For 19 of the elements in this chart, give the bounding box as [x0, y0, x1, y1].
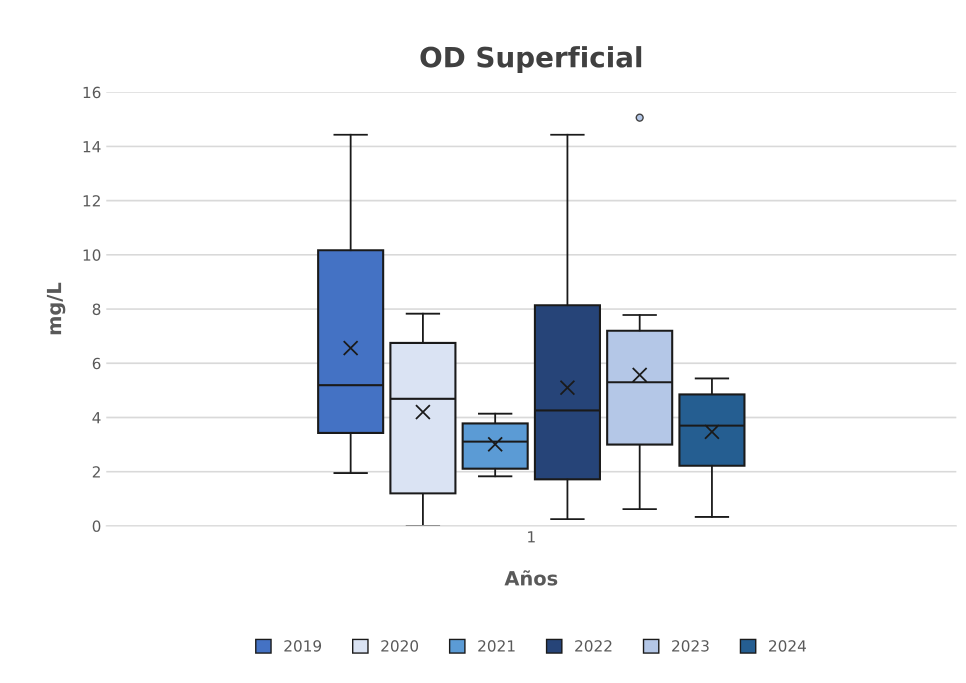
y-tick-label: 2 [92, 466, 100, 478]
y-axis-title: mg/L [46, 282, 66, 334]
y-tick-label: 16 [84, 86, 100, 98]
y-tick-label: 14 [84, 141, 101, 152]
legend-label: 2023 [672, 640, 709, 652]
y-tick-label: 6 [92, 358, 100, 370]
legend-label: 2020 [381, 640, 418, 652]
y-tick-label: 4 [92, 412, 101, 424]
y-tick-label: 0 [92, 520, 100, 532]
legend-label: 2021 [478, 640, 515, 652]
x-axis-title: Años [504, 570, 558, 586]
y-tick-label: 8 [92, 304, 100, 316]
y-tick-label: 12 [84, 195, 100, 206]
y-tick-label: 10 [84, 249, 100, 261]
x-tick-label: 1 [528, 531, 535, 542]
chart-title: OD Superficial [420, 46, 642, 73]
legend-label: 2019 [284, 640, 322, 652]
legend-label: 2024 [769, 640, 806, 652]
legend-label: 2022 [575, 640, 612, 652]
